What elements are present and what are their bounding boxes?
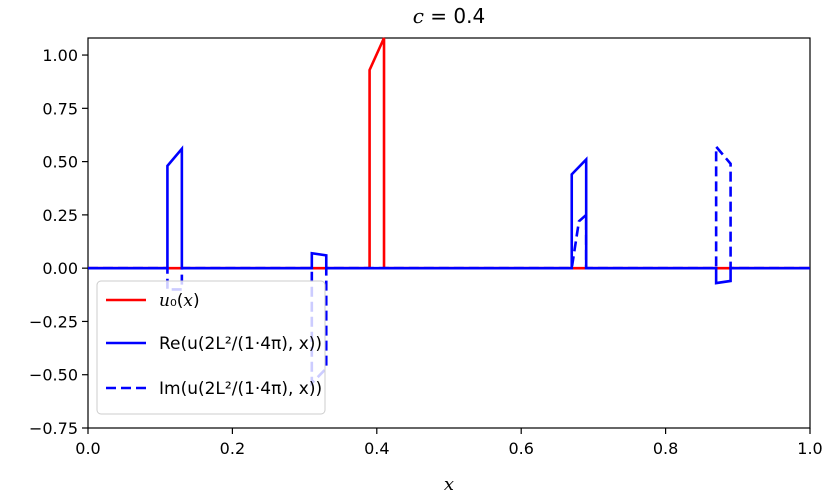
- x-tick-label: 0.2: [220, 439, 245, 458]
- y-tick-label: 0.25: [42, 206, 78, 225]
- x-tick-label: 0.4: [364, 439, 389, 458]
- y-tick-label: −0.50: [29, 366, 78, 385]
- y-tick-label: −0.25: [29, 312, 78, 331]
- plot-frame: [87, 37, 811, 429]
- y-tick-label: −0.75: [29, 419, 78, 438]
- x-tick-label: 0.6: [508, 439, 533, 458]
- x-tick-label: 0.8: [653, 439, 678, 458]
- x-tick-label: 0.0: [75, 439, 100, 458]
- series-line-0: [88, 37, 810, 270]
- y-tick-label: 0.50: [42, 153, 78, 172]
- legend-box: [96, 280, 326, 415]
- legend: u₀(x) Re(u(2L²/(1·4π), x)) Im(u(2L²/(1·4π)…: [96, 280, 326, 415]
- legend-label: u₀(x): [159, 291, 200, 311]
- x-axis: 0.0 0.2 0.4 0.6 0.8 1.0: [75, 428, 823, 458]
- x-axis-label: x: [444, 474, 454, 495]
- chart-title: c = 0.4: [413, 4, 485, 28]
- legend-label: Re(u(2L²/(1·4π), x)): [159, 334, 322, 354]
- plot-area: [87, 37, 811, 429]
- y-axis: −0.75 −0.50 −0.25 0.00 0.25 0.50 0.75 1.00: [29, 46, 88, 438]
- y-tick-label: 1.00: [42, 46, 78, 65]
- y-tick-label: 0.75: [42, 99, 78, 118]
- x-tick-label: 1.0: [797, 439, 822, 458]
- y-tick-label: 0.00: [42, 259, 78, 278]
- series-line-2: [88, 145, 810, 285]
- legend-label: Im(u(2L²/(1·4π), x)): [159, 379, 322, 399]
